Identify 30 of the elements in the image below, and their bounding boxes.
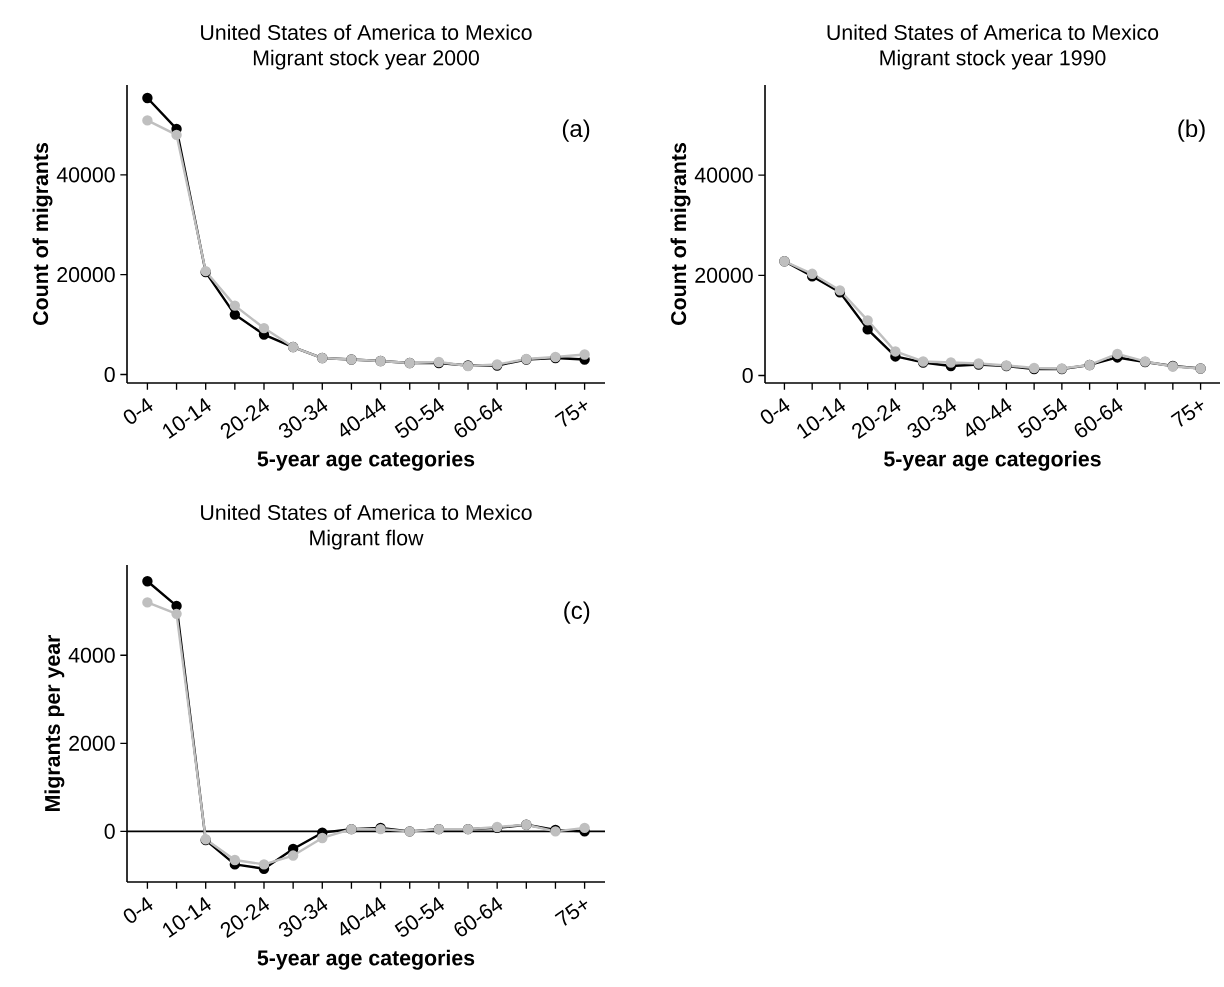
y-tick-label: 4000 (68, 647, 115, 663)
chart-subtitle: Migrant flow (310, 529, 424, 550)
annotation: (c) (564, 601, 590, 624)
y-axis-title: Count of migrants (32, 143, 53, 325)
x-tick-label: 0-4 (123, 896, 153, 923)
y-tick-label: 2000 (69, 735, 115, 751)
y-axis-title: Migrants per year (44, 634, 65, 811)
x-axis-title: 5-year age categories (257, 949, 475, 970)
annotation: (a) (562, 119, 590, 142)
chart-subtitle: Migrant stock year 1990 (880, 49, 1106, 70)
x-tick-label: 75+ (554, 900, 588, 926)
y-tick-label: 40000 (56, 167, 115, 183)
y-tick-label: 0 (742, 367, 753, 384)
x-tick-label: 75+ (1170, 401, 1204, 427)
y-axis-title: Count of migrants (670, 143, 691, 325)
y-tick-label: 0 (104, 366, 115, 383)
x-tick-label: 0-4 (760, 397, 790, 424)
x-axis-title: 5-year age categories (257, 450, 475, 471)
chart-title: United States of America to Mexico (201, 24, 532, 41)
y-tick-label: 40000 (694, 167, 753, 183)
chart-title: United States of America to Mexico (201, 504, 532, 521)
chart-title: United States of America to Mexico (827, 24, 1159, 41)
annotation: (b) (1178, 119, 1205, 142)
chart-subtitle: Migrant stock year 2000 (253, 49, 479, 70)
y-tick-label: 20000 (57, 267, 115, 283)
x-axis-title: 5-year age categories (884, 450, 1101, 471)
x-tick-label: 75+ (554, 401, 588, 427)
x-tick-label: 0-4 (123, 397, 153, 424)
y-tick-label: 0 (104, 823, 115, 839)
y-tick-label: 20000 (695, 267, 753, 283)
